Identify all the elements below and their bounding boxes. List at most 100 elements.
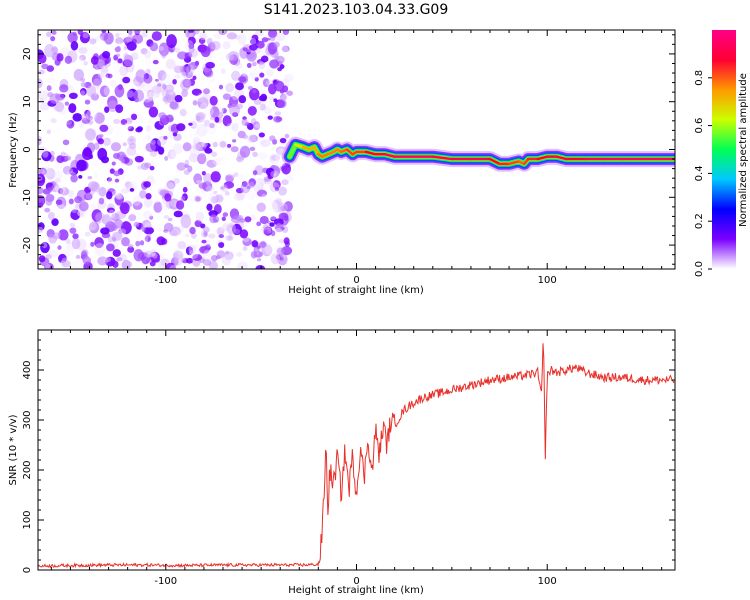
noise-blob <box>253 121 261 131</box>
noise-blob <box>260 139 272 147</box>
noise-blob <box>187 165 193 173</box>
noise-blob <box>252 151 258 157</box>
noise-blob <box>119 204 129 212</box>
noise-blob <box>57 245 62 250</box>
noise-blob <box>257 60 267 72</box>
noise-blob <box>48 233 58 244</box>
noise-blob <box>271 155 277 161</box>
noise-blob <box>98 186 107 197</box>
noise-blob <box>68 168 74 174</box>
noise-blob <box>122 76 131 84</box>
noise-blob <box>264 106 272 115</box>
noise-blob <box>213 33 222 40</box>
noise-blob <box>50 36 56 42</box>
noise-blob <box>91 73 102 87</box>
x-tick-label: -100 <box>154 275 177 286</box>
noise-blob <box>94 35 103 42</box>
noise-blob <box>149 42 159 52</box>
noise-blob <box>225 250 230 255</box>
noise-blob <box>66 120 73 126</box>
noise-blob <box>90 203 96 211</box>
noise-blob <box>188 30 194 34</box>
noise-blob <box>54 181 66 195</box>
noise-blob <box>284 73 294 82</box>
noise-blob <box>254 76 259 82</box>
noise-blob <box>127 30 133 36</box>
noise-blob <box>223 60 230 65</box>
noise-blob <box>269 135 276 142</box>
noise-blob <box>116 191 124 200</box>
y-tick-label: 0 <box>22 146 33 152</box>
noise-blob <box>184 52 193 59</box>
noise-blob <box>275 254 284 260</box>
noise-blob <box>114 193 124 206</box>
noise-blob <box>141 226 146 232</box>
figure-title: S141.2023.103.04.33.G09 <box>264 2 449 18</box>
noise-blob <box>114 85 125 98</box>
noise-blob <box>167 149 177 160</box>
noise-blob <box>143 196 153 208</box>
noise-blob <box>153 198 160 204</box>
noise-blob <box>192 75 197 81</box>
noise-blob <box>78 174 83 179</box>
noise-blob <box>208 194 218 204</box>
noise-blob <box>46 187 53 193</box>
noise-blob <box>214 194 224 203</box>
noise-blob <box>182 186 188 193</box>
noise-blob <box>165 58 176 70</box>
noise-blob <box>193 195 202 203</box>
noise-blob <box>99 85 110 98</box>
noise-blob <box>148 106 159 118</box>
noise-blob <box>260 55 269 63</box>
noise-blob <box>279 137 287 144</box>
noise-blob <box>262 78 270 87</box>
noise-blob <box>256 258 262 262</box>
noise-blob <box>38 31 43 37</box>
noise-blob <box>254 123 261 129</box>
noise-blob <box>220 68 226 74</box>
noise-blob <box>100 65 109 74</box>
noise-blob <box>127 246 135 253</box>
noise-blob <box>270 153 281 162</box>
noise-blob <box>220 156 226 162</box>
noise-blob <box>47 92 54 98</box>
noise-blob <box>266 37 271 41</box>
noise-blob <box>170 151 178 159</box>
noise-blob <box>106 207 115 214</box>
noise-blob <box>117 58 123 64</box>
noise-blob <box>111 161 116 166</box>
noise-blob <box>116 45 121 52</box>
noise-blob <box>91 250 97 258</box>
noise-blob <box>100 156 110 164</box>
noise-blob <box>192 253 203 261</box>
noise-blob <box>241 68 248 75</box>
noise-blob <box>113 42 125 55</box>
colorbar-tick-label: 0.4 <box>694 165 705 181</box>
noise-blob <box>143 250 154 258</box>
noise-blob <box>132 195 141 206</box>
noise-blob <box>240 160 246 165</box>
noise-blob <box>247 85 253 91</box>
noise-blob <box>141 133 152 146</box>
noise-blob <box>173 210 183 218</box>
noise-blob <box>188 153 199 163</box>
noise-blob <box>188 122 193 126</box>
noise-blob <box>156 227 162 232</box>
noise-blob <box>144 222 153 229</box>
noise-blob <box>202 226 210 233</box>
colorbar: 0.0 0.2 0.4 0.6 0.8 Normalized spectral ampl… <box>694 30 749 277</box>
colorbar-label: Normalized spectral amplitude <box>738 73 749 227</box>
noise-blob <box>203 192 208 199</box>
noise-blob <box>166 34 177 48</box>
noise-blob <box>93 162 99 167</box>
noise-blob <box>141 30 148 38</box>
noise-blob <box>165 114 174 123</box>
signal-track-core <box>383 153 396 158</box>
noise-blob <box>157 138 164 146</box>
noise-blob <box>133 221 140 228</box>
signal-track-core <box>364 150 377 156</box>
noise-blob <box>63 139 68 144</box>
noise-blob <box>262 224 270 230</box>
noise-blob <box>252 38 258 43</box>
colorbar-tick-label: 0.0 <box>694 261 705 277</box>
